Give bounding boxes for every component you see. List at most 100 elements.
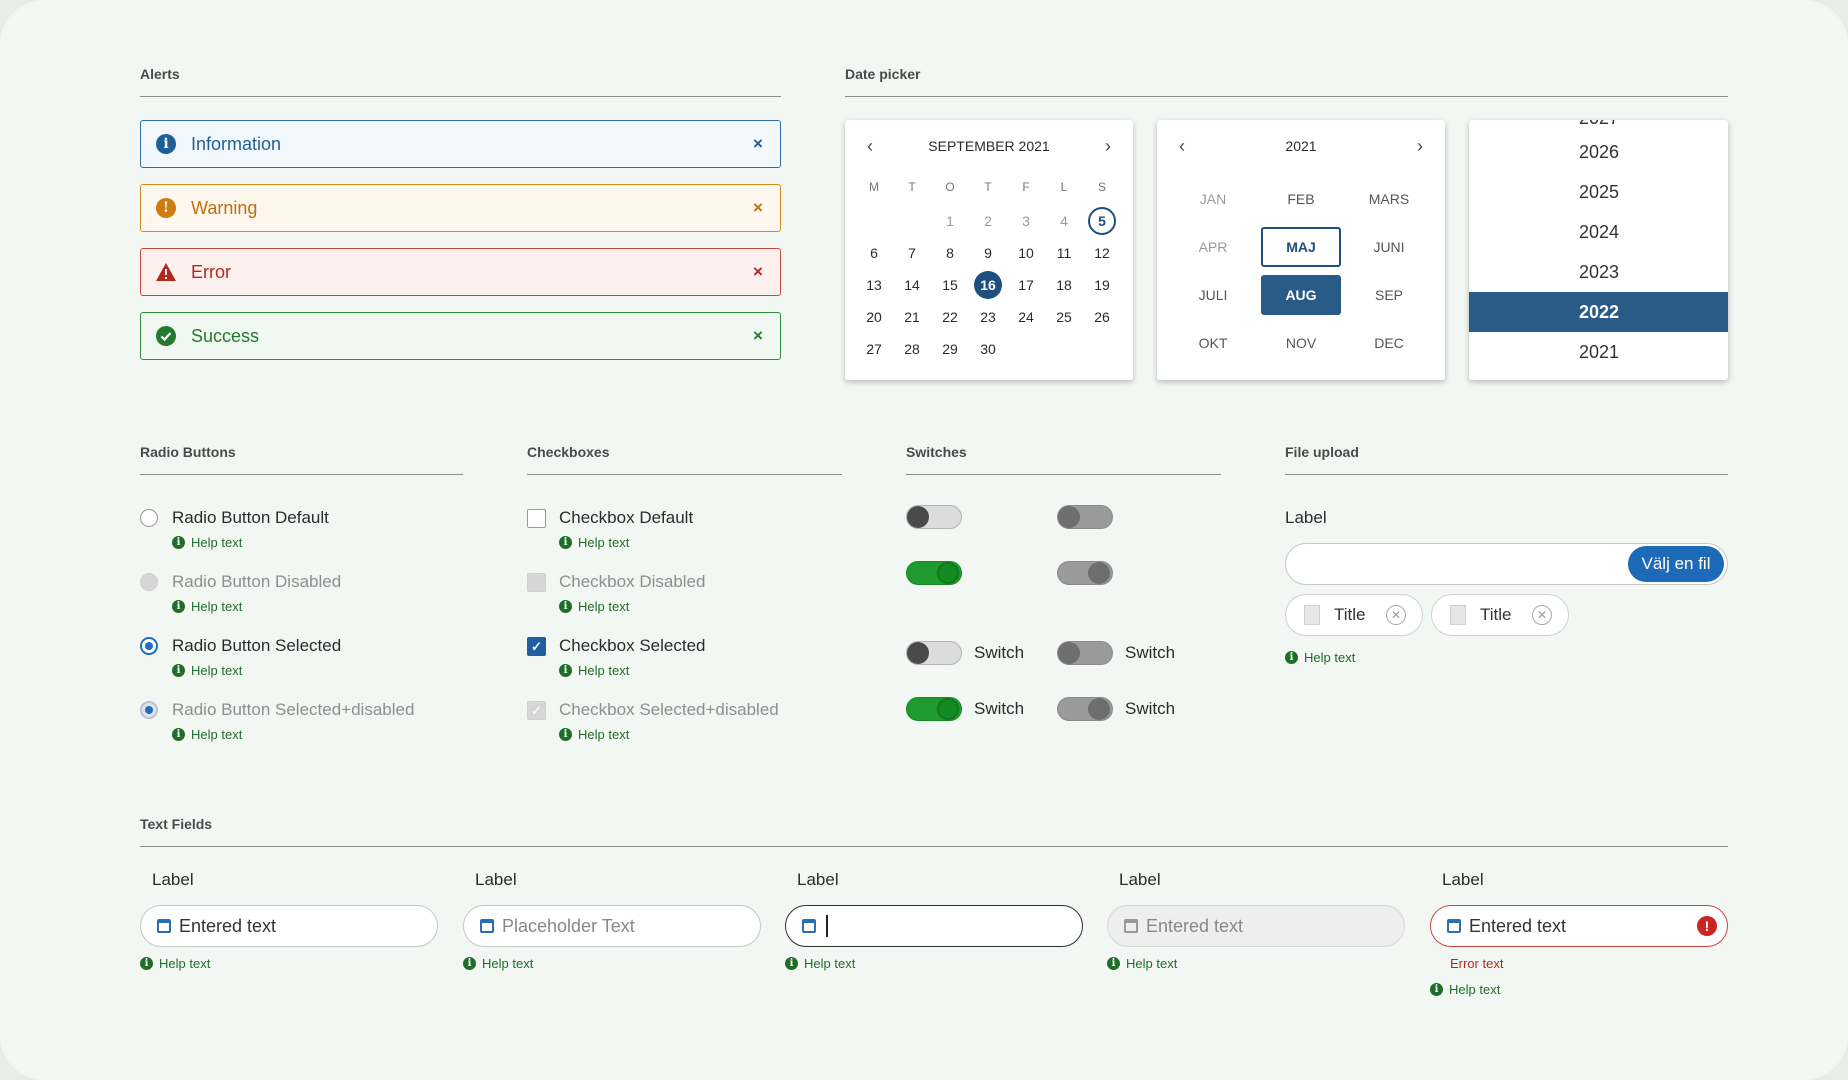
year-option[interactable]: 2024 [1578, 222, 1620, 242]
calendar-day[interactable]: 30 [980, 341, 996, 357]
switch-on[interactable] [906, 561, 962, 585]
text-field-label: Label [152, 870, 194, 889]
help-info-icon: i [785, 957, 798, 970]
text-field[interactable]: Entered text [140, 905, 438, 947]
calendar-day[interactable]: 28 [904, 341, 920, 357]
month-option[interactable]: JUNI [1373, 239, 1405, 255]
checkbox[interactable]: ✓ [527, 637, 546, 656]
calendar-day[interactable]: 27 [866, 341, 882, 357]
alert-text: Information [191, 133, 282, 154]
chevron-left-icon[interactable]: ‹ [867, 136, 873, 156]
calendar-day[interactable]: 17 [1018, 277, 1034, 293]
help-text: Help text [578, 663, 630, 678]
switch-label: Switch [974, 699, 1025, 718]
month-option[interactable]: APR [1198, 239, 1228, 255]
remove-file-icon[interactable]: ✕ [1532, 605, 1552, 625]
calendar-icon [480, 919, 494, 933]
text-field[interactable]: Placeholder Text [463, 905, 761, 947]
chevron-right-icon[interactable]: › [1417, 136, 1423, 156]
checkbox-label: Checkbox Selected [559, 636, 706, 655]
switch-disabled-on-labeled [1057, 697, 1113, 721]
calendar-day[interactable]: 10 [1018, 245, 1034, 261]
chevron-right-icon[interactable]: › [1105, 136, 1111, 156]
calendar-day[interactable]: 25 [1056, 309, 1072, 325]
calendar-day[interactable]: 23 [980, 309, 996, 325]
weekday-label: T [984, 180, 992, 194]
checkbox[interactable] [527, 509, 546, 528]
calendar-day[interactable]: 8 [946, 245, 954, 261]
calendar-day[interactable]: 20 [866, 309, 882, 325]
calendar-day[interactable]: 13 [866, 277, 882, 293]
radio-buttons-section-title: Radio Buttons [140, 444, 463, 475]
year-option[interactable]: 2021 [1578, 342, 1620, 362]
file-upload-section-title: File upload [1285, 444, 1728, 475]
year-option[interactable]: 2023 [1578, 262, 1620, 282]
calendar-day[interactable]: 26 [1094, 309, 1110, 325]
calendar-day[interactable]: 11 [1056, 245, 1072, 261]
text-field-label: Label [1119, 870, 1161, 889]
text-field-value: Entered text [1469, 915, 1567, 936]
month-option[interactable]: FEB [1287, 191, 1315, 207]
help-text: Help text [191, 599, 243, 614]
month-option[interactable]: DEC [1374, 335, 1404, 351]
year-option[interactable]: 2027 [1469, 120, 1728, 138]
switch-off[interactable] [906, 505, 962, 529]
checkbox-help: i Help text [559, 663, 629, 678]
calendar-day[interactable]: 4 [1060, 213, 1068, 229]
text-field[interactable]: Entered text! [1430, 905, 1728, 947]
year-option[interactable]: 2025 [1578, 182, 1620, 202]
month-option[interactable]: OKT [1198, 335, 1228, 351]
text-field[interactable] [785, 905, 1083, 947]
month-option[interactable]: JAN [1199, 191, 1227, 207]
calendar-day[interactable]: 21 [904, 309, 920, 325]
date-picker-section-title: Date picker [845, 66, 1728, 97]
calendar-day[interactable]: 2 [984, 213, 992, 229]
chevron-left-icon[interactable]: ‹ [1179, 136, 1185, 156]
calendar-day[interactable]: 18 [1056, 277, 1072, 293]
switch-off-labeled[interactable] [906, 641, 962, 665]
radio-button[interactable] [140, 509, 158, 527]
close-icon[interactable]: × [753, 198, 763, 217]
alert-text: Warning [191, 197, 258, 218]
close-icon[interactable]: × [753, 326, 763, 345]
weekday-label: T [908, 180, 916, 194]
calendar-day[interactable]: 29 [942, 341, 958, 357]
choose-file-button[interactable]: Välj en fil [1628, 546, 1724, 582]
calendar-day[interactable]: 12 [1094, 245, 1110, 261]
calendar-day[interactable]: 1 [946, 213, 954, 229]
month-option[interactable]: NOV [1285, 335, 1317, 351]
radio-button[interactable] [140, 637, 158, 655]
remove-file-icon[interactable]: ✕ [1386, 605, 1406, 625]
file-title: Title [1480, 605, 1512, 624]
calendar-day[interactable]: 19 [1094, 277, 1110, 293]
month-option[interactable]: SEP [1374, 287, 1403, 303]
calendar-icon [1447, 919, 1461, 933]
calendar-day[interactable]: 5 [1088, 207, 1116, 235]
calendar-day[interactable]: 14 [904, 277, 920, 293]
year-option[interactable]: 2022 [1469, 292, 1728, 332]
calendar-day[interactable]: 24 [1018, 309, 1034, 325]
help-info-icon: i [172, 728, 185, 741]
calendar-day[interactable]: 15 [942, 277, 958, 293]
calendar-day[interactable]: 7 [908, 245, 916, 261]
switch-on-labeled[interactable] [906, 697, 962, 721]
warning-icon: ! [155, 197, 177, 219]
calendar-day[interactable]: 16 [974, 271, 1002, 299]
help-text: Help text [191, 727, 243, 742]
calendar-day[interactable]: 3 [1022, 213, 1030, 229]
text-field-help: i Help text [1107, 956, 1177, 971]
calendar-day[interactable]: 9 [984, 245, 992, 261]
month-option[interactable]: JULI [1198, 287, 1228, 303]
calendar-day[interactable]: 22 [942, 309, 958, 325]
month-option[interactable]: MARS [1368, 191, 1410, 207]
calendar-day[interactable]: 6 [870, 245, 878, 261]
close-icon[interactable]: × [753, 262, 763, 281]
alert-text: Success [191, 325, 260, 346]
month-option[interactable]: AUG [1261, 275, 1341, 315]
alert-text: Error [191, 261, 231, 282]
close-icon[interactable]: × [753, 134, 763, 153]
month-option[interactable]: MAJ [1261, 227, 1341, 267]
year-option[interactable]: 2026 [1578, 142, 1620, 162]
